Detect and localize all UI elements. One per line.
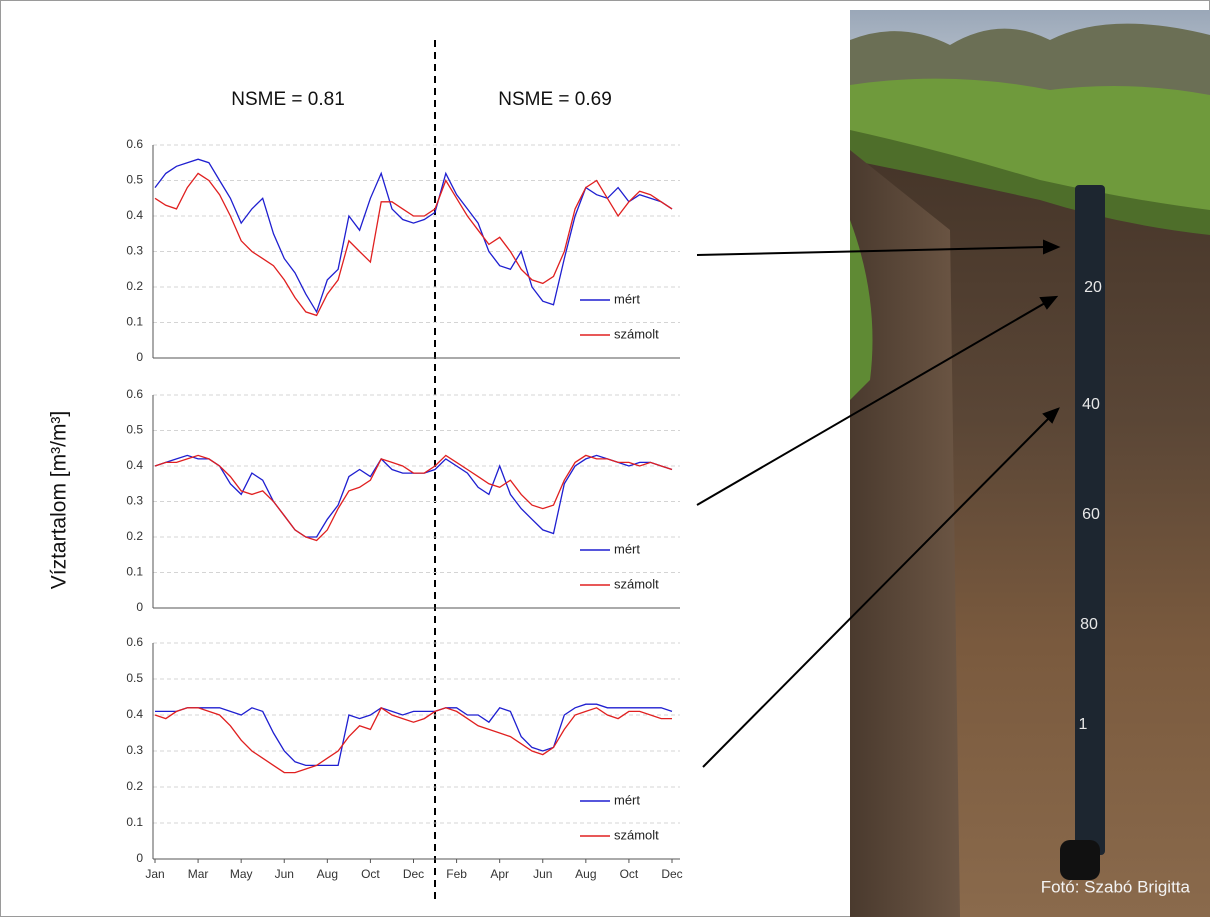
y-tick-label: 0.1: [126, 815, 143, 829]
x-tick-label: Mar: [188, 867, 209, 881]
x-tick-label: Aug: [575, 867, 596, 881]
y-tick-label: 0: [136, 600, 143, 614]
tape-label: 20: [1084, 279, 1102, 296]
legend-label: mért: [614, 291, 640, 306]
series-line: [154, 172, 673, 317]
y-tick-label: 0.5: [126, 423, 143, 437]
y-tick-label: 0.5: [126, 173, 143, 187]
tape-label: 80: [1080, 616, 1098, 633]
x-tick-label: Oct: [620, 867, 639, 881]
y-tick-label: 0.2: [126, 529, 143, 543]
tape-label: 1: [1079, 716, 1088, 733]
annotation: NSME = 0.81: [231, 89, 345, 110]
y-tick-label: 0: [136, 350, 143, 364]
y-tick-label: 0: [136, 851, 143, 865]
photo-credit: Fotó: Szabó Brigitta: [1041, 877, 1191, 896]
y-tick-label: 0.1: [126, 565, 143, 579]
y-tick-label: 0.3: [126, 244, 143, 258]
x-tick-label: Dec: [661, 867, 682, 881]
legend-label: számolt: [614, 827, 659, 842]
annotation: NSME = 0.69: [498, 89, 612, 110]
x-tick-label: Apr: [490, 867, 509, 881]
legend-label: számolt: [614, 576, 659, 591]
legend-label: mért: [614, 792, 640, 807]
x-tick-label: May: [230, 867, 253, 881]
y-tick-label: 0.2: [126, 779, 143, 793]
legend-label: számolt: [614, 326, 659, 341]
y-tick-label: 0.5: [126, 671, 143, 685]
photo: 20 40 60 80 1 Fotó: Szabó Brigitta: [850, 10, 1210, 917]
y-tick-label: 0.6: [126, 635, 143, 649]
plots: 0 0.1 0.2 0.3 0.4 0.5 0.6 mért számolt 0 0.1 0.2 0.3…: [126, 137, 682, 881]
tape-label: 40: [1082, 396, 1100, 413]
y-tick-label: 0.3: [126, 494, 143, 508]
x-tick-label: Jan: [145, 867, 164, 881]
series-line: [155, 703, 673, 767]
y-tick-label: 0.3: [126, 743, 143, 757]
x-tick-label: Jun: [275, 867, 294, 881]
y-tick-label: 0.6: [126, 387, 143, 401]
y-tick-label: 0.6: [126, 137, 143, 151]
tape-label: 60: [1082, 506, 1100, 523]
legend-label: mért: [614, 541, 640, 556]
y-tick-label: 0.4: [126, 707, 143, 721]
y-axis-label: Víztartalom [m³/m³]: [48, 411, 71, 590]
y-tick-label: 0.4: [126, 208, 143, 222]
x-tick-label: Oct: [361, 867, 380, 881]
series-line: [154, 454, 673, 542]
x-tick-label: Aug: [317, 867, 338, 881]
y-tick-label: 0.1: [126, 315, 143, 329]
series-line: [154, 706, 672, 774]
x-tick-label: Feb: [446, 867, 467, 881]
arrows: [696, 239, 1061, 768]
y-tick-label: 0.4: [126, 458, 143, 472]
x-tick-label: Jun: [533, 867, 552, 881]
x-tick-label: Dec: [403, 867, 424, 881]
y-tick-label: 0.2: [126, 279, 143, 293]
